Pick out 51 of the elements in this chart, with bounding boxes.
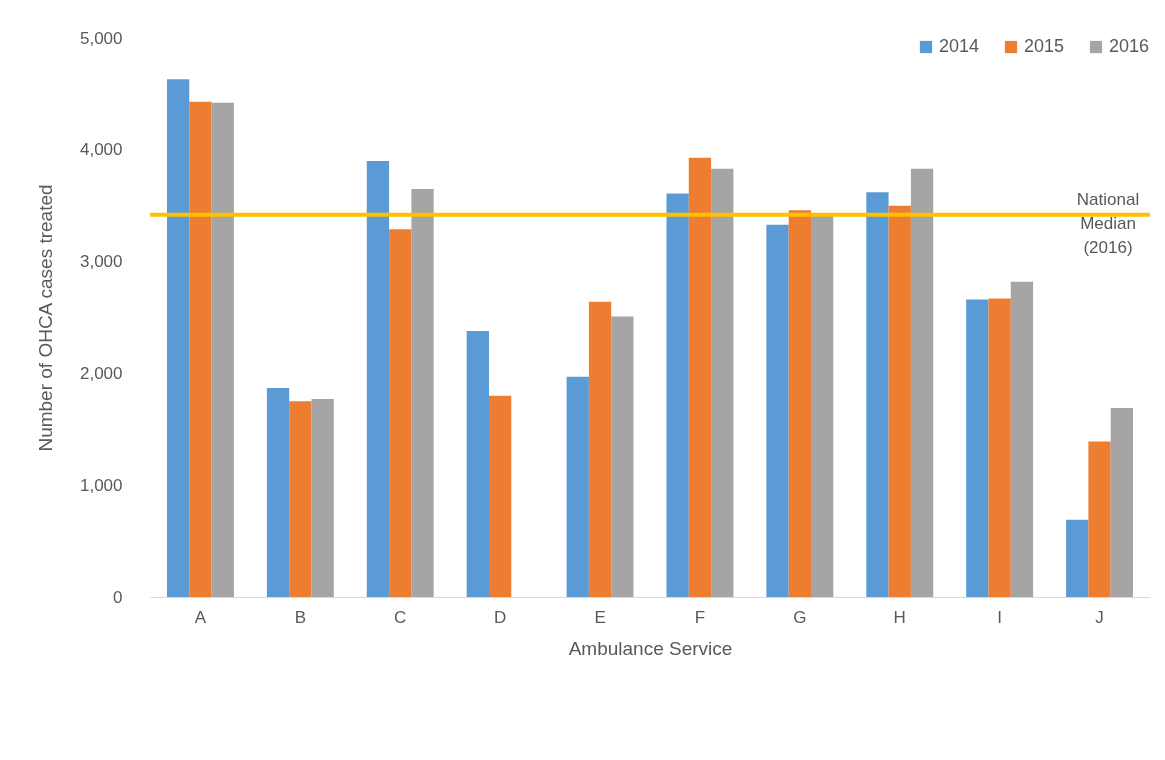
legend-label: 2014 — [939, 36, 980, 56]
bar — [888, 205, 911, 597]
x-tick-label: C — [394, 607, 407, 627]
y-tick-label: 5,000 — [79, 28, 123, 48]
ref-line-label: National Median (2016) — [1076, 189, 1140, 257]
bar — [466, 330, 489, 597]
bar — [588, 301, 612, 597]
bar — [688, 157, 712, 597]
bar — [988, 298, 1011, 597]
bar — [366, 160, 390, 597]
bar — [811, 215, 834, 597]
bar — [1010, 281, 1034, 597]
bar — [966, 299, 989, 597]
bar — [766, 224, 789, 597]
x-tick-label: E — [594, 607, 606, 627]
y-tick-label: 2,000 — [79, 363, 123, 383]
bar — [566, 376, 589, 597]
x-axis-title: Ambulance Service — [568, 637, 733, 659]
legend-label: 2016 — [1109, 36, 1150, 56]
y-tick-label: 4,000 — [79, 140, 123, 160]
bar — [211, 102, 234, 597]
bar — [189, 101, 212, 597]
x-tick-label: A — [194, 607, 207, 627]
bar — [788, 210, 812, 597]
bar — [866, 192, 889, 597]
y-tick-label: 3,000 — [79, 252, 123, 272]
legend-label: 2015 — [1024, 36, 1065, 56]
x-tick-label: B — [294, 607, 307, 627]
bar — [910, 168, 934, 597]
bar — [666, 193, 689, 597]
bar — [166, 79, 190, 597]
x-tick-label: I — [997, 607, 1003, 627]
y-tick-label: 0 — [113, 587, 123, 607]
x-tick-label: F — [694, 607, 706, 627]
x-tick-label: D — [494, 607, 507, 627]
bar — [711, 168, 734, 597]
x-tick-label: G — [793, 607, 807, 627]
x-tick-label: J — [1095, 607, 1104, 627]
bar — [611, 316, 634, 597]
bar — [289, 401, 312, 597]
bar — [411, 188, 434, 597]
bar — [389, 229, 412, 597]
bar — [1110, 408, 1134, 597]
bar — [488, 395, 512, 597]
y-tick-label: 1,000 — [79, 475, 123, 495]
bar — [266, 387, 290, 597]
x-tick-label: H — [893, 607, 906, 627]
bar — [311, 399, 334, 597]
bar — [1066, 519, 1089, 597]
y-axis-title: Number of OHCA cases treated — [34, 184, 56, 452]
bar — [1088, 441, 1111, 597]
